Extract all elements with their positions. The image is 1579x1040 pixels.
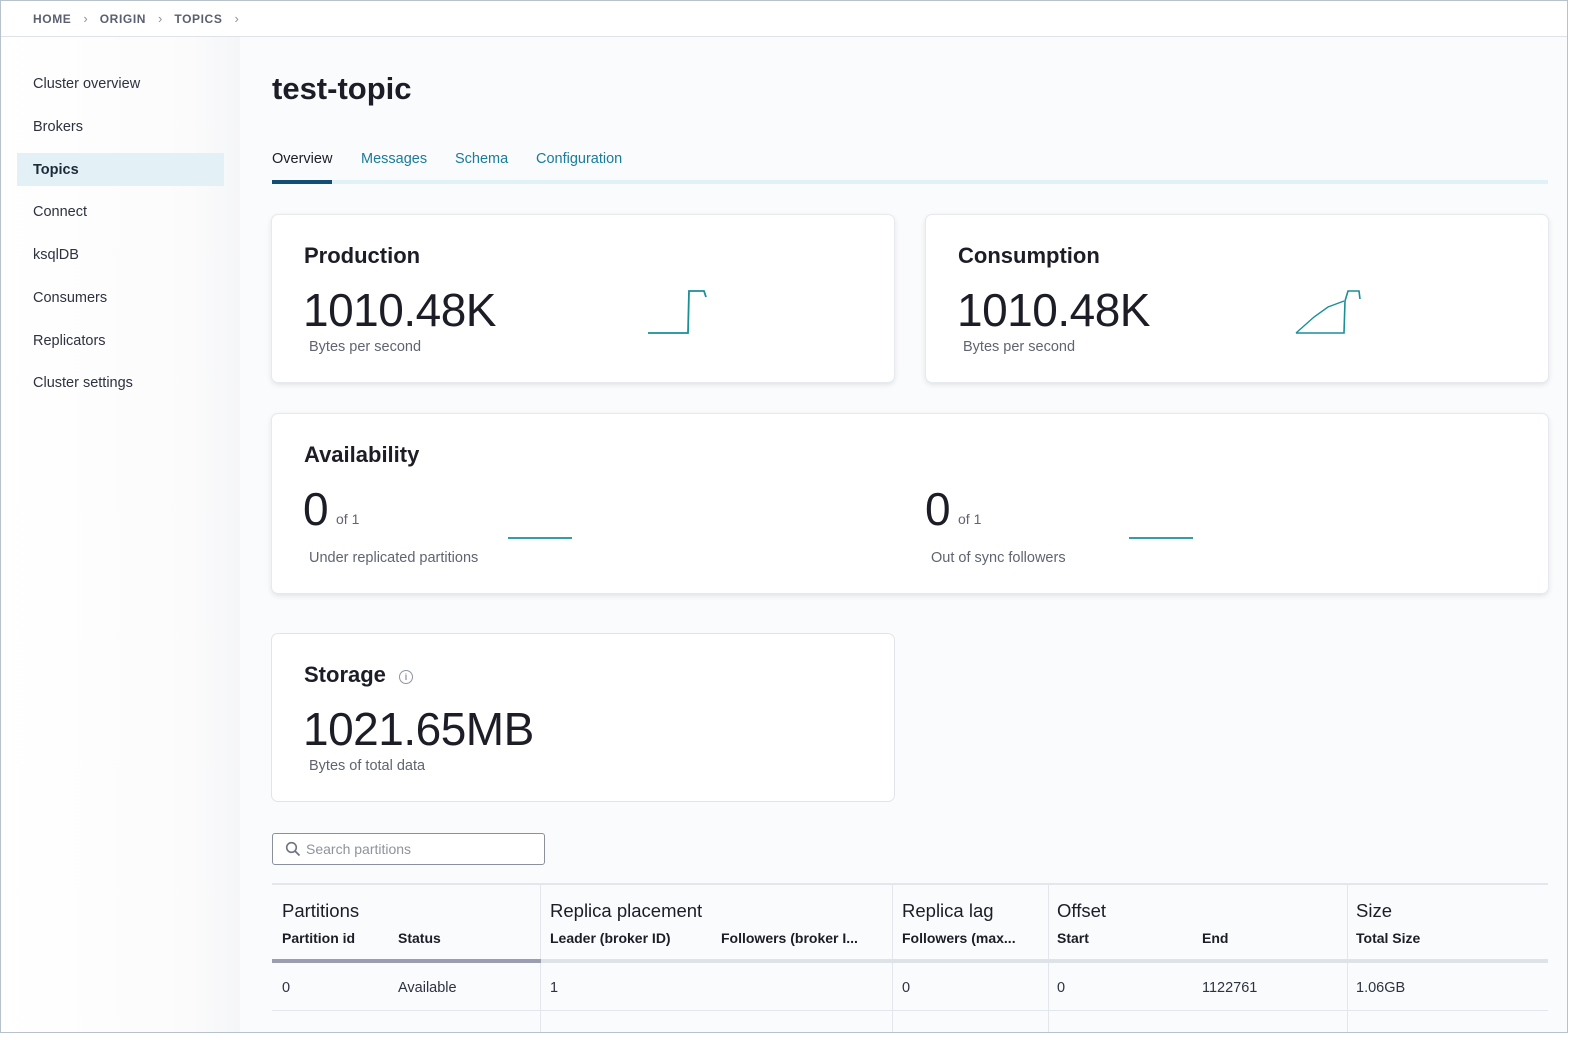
sidebar-item-brokers[interactable]: Brokers: [33, 118, 83, 135]
column-leader[interactable]: Leader (broker ID): [550, 930, 671, 946]
breadcrumb-home[interactable]: HOME: [33, 11, 72, 26]
column-divider: [1048, 883, 1049, 1032]
production-value: 1010.48K: [303, 284, 496, 336]
header-rule-accent: [272, 959, 541, 963]
tab-schema[interactable]: Schema: [455, 151, 509, 167]
sidebar-item-ksqldb[interactable]: ksqlDB: [33, 246, 79, 263]
group-replica-placement: Replica placement: [550, 900, 703, 921]
column-followers-broker[interactable]: Followers (broker I...: [721, 930, 858, 946]
column-total-size[interactable]: Total Size: [1356, 930, 1421, 946]
sidebar-item-topics[interactable]: Topics: [17, 153, 224, 186]
tab-overview[interactable]: Overview: [272, 151, 333, 184]
tab-configuration[interactable]: Configuration: [536, 151, 623, 167]
breadcrumb-origin[interactable]: ORIGIN: [99, 11, 147, 26]
under-replicated-label: Under replicated partitions: [309, 550, 479, 566]
chevron-right-icon: ›: [158, 11, 163, 26]
out-of-sync-of: of 1: [958, 511, 982, 527]
production-sparkline-line: [648, 290, 707, 334]
page-title: test-topic: [272, 71, 412, 106]
breadcrumb: HOME › ORIGIN › TOPICS ›: [1, 1, 1567, 37]
consumption-card: Consumption 1010.48K Bytes per second: [926, 215, 1548, 382]
consumption-unit: Bytes per second: [963, 339, 1076, 355]
under-replicated-value: 0: [303, 483, 329, 535]
cell-offset-start: 0: [1057, 980, 1066, 996]
main-content: test-topic Overview Messages Schema Conf…: [240, 37, 1567, 1032]
storage-value: 1021.65MB: [303, 703, 534, 755]
sidebar-item-replicators[interactable]: Replicators: [33, 332, 106, 349]
column-divider: [540, 883, 541, 1032]
column-followers-max-lag[interactable]: Followers (max...: [902, 930, 1016, 946]
consumption-sparkline-ramp: [1295, 300, 1345, 334]
group-replica-lag: Replica lag: [902, 900, 994, 921]
production-card: Production 1010.48K Bytes per second: [272, 215, 894, 382]
consumption-value: 1010.48K: [957, 284, 1150, 336]
search-icon: [285, 841, 301, 857]
header-rule: [272, 959, 1548, 963]
sidebar-item-connect[interactable]: Connect: [33, 203, 88, 220]
under-replicated-of: of 1: [336, 511, 360, 527]
tab-bar: Overview Messages Schema Configuration: [272, 151, 1548, 184]
cell-leader: 1: [550, 980, 559, 996]
column-offset-start[interactable]: Start: [1057, 930, 1089, 946]
sidebar: Cluster overview Brokers Topics Connect …: [1, 37, 240, 1032]
consumption-title: Consumption: [958, 243, 1100, 268]
out-of-sync-sparkline: [1129, 537, 1193, 539]
out-of-sync-value: 0: [925, 483, 951, 535]
sidebar-item-cluster-settings[interactable]: Cluster settings: [33, 374, 133, 391]
cell-partition-id: 0: [282, 980, 291, 996]
search-box: [272, 833, 545, 865]
group-partitions: Partitions: [282, 900, 360, 921]
under-replicated-sparkline: [508, 537, 572, 539]
chevron-right-icon: ›: [83, 11, 88, 26]
cell-followers-max-lag: 0: [902, 980, 911, 996]
sidebar-item-consumers[interactable]: Consumers: [33, 289, 108, 306]
out-of-sync-label: Out of sync followers: [931, 550, 1066, 566]
storage-unit: Bytes of total data: [309, 758, 426, 774]
cell-status: Available: [398, 980, 457, 996]
column-offset-end[interactable]: End: [1202, 930, 1229, 946]
consumption-sparkline: [1295, 290, 1361, 334]
storage-card: Storage i 1021.65MB Bytes of total data: [272, 634, 894, 801]
breadcrumb-topics[interactable]: TOPICS: [174, 11, 223, 26]
production-unit: Bytes per second: [309, 339, 422, 355]
cell-offset-end: 1122761: [1202, 980, 1258, 996]
tab-messages[interactable]: Messages: [361, 151, 428, 167]
chevron-right-icon: ›: [234, 11, 239, 26]
consumption-sparkline-line: [1296, 290, 1361, 334]
production-title: Production: [304, 243, 421, 268]
column-divider: [1347, 883, 1348, 1032]
search-input[interactable]: [306, 838, 536, 860]
availability-title: Availability: [304, 442, 420, 467]
availability-card: Availability 0 of 1 Under replicated par…: [272, 414, 1548, 593]
partitions-table: Partitions Replica placement Replica lag…: [272, 883, 1548, 1032]
sidebar-item-cluster-overview[interactable]: Cluster overview: [33, 75, 141, 92]
column-partition-id[interactable]: Partition id: [282, 930, 356, 946]
column-status[interactable]: Status: [398, 930, 441, 946]
info-icon[interactable]: i: [399, 670, 413, 684]
row-divider: [272, 1010, 1548, 1011]
cell-total-size: 1.06GB: [1356, 980, 1406, 996]
table-top-border: [272, 883, 1548, 885]
production-sparkline: [648, 290, 707, 334]
storage-title: Storage: [304, 662, 386, 687]
group-size: Size: [1356, 900, 1392, 921]
column-divider: [892, 883, 893, 1032]
group-offset: Offset: [1057, 900, 1107, 921]
